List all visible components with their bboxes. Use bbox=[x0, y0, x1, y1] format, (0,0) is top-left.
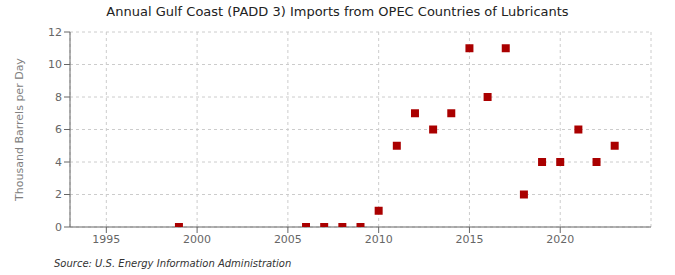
svg-text:10: 10 bbox=[48, 58, 62, 71]
svg-text:1995: 1995 bbox=[92, 233, 120, 246]
html-text:Annual Gulf Coast (PADD 3) Imp: Annual Gulf Coast (PADD 3) Imports from … bbox=[106, 4, 569, 19]
svg-text:2015: 2015 bbox=[455, 233, 483, 246]
svg-text:2000: 2000 bbox=[183, 233, 211, 246]
svg-text:6: 6 bbox=[55, 123, 62, 136]
svg-text:2020: 2020 bbox=[546, 233, 574, 246]
svg-text:12: 12 bbox=[48, 26, 62, 39]
svg-text:0: 0 bbox=[55, 221, 62, 234]
svg-text:2: 2 bbox=[55, 188, 62, 201]
svg-text:2005: 2005 bbox=[274, 233, 302, 246]
svg-text:4: 4 bbox=[55, 156, 62, 169]
svg-text:Thousand Barrels per Day: Thousand Barrels per Day bbox=[13, 58, 26, 202]
html-text:Source: U.S. Energy Informatio: Source: U.S. Energy Information Administ… bbox=[54, 258, 292, 269]
svg-text:8: 8 bbox=[55, 91, 62, 104]
svg-text:2010: 2010 bbox=[365, 233, 393, 246]
